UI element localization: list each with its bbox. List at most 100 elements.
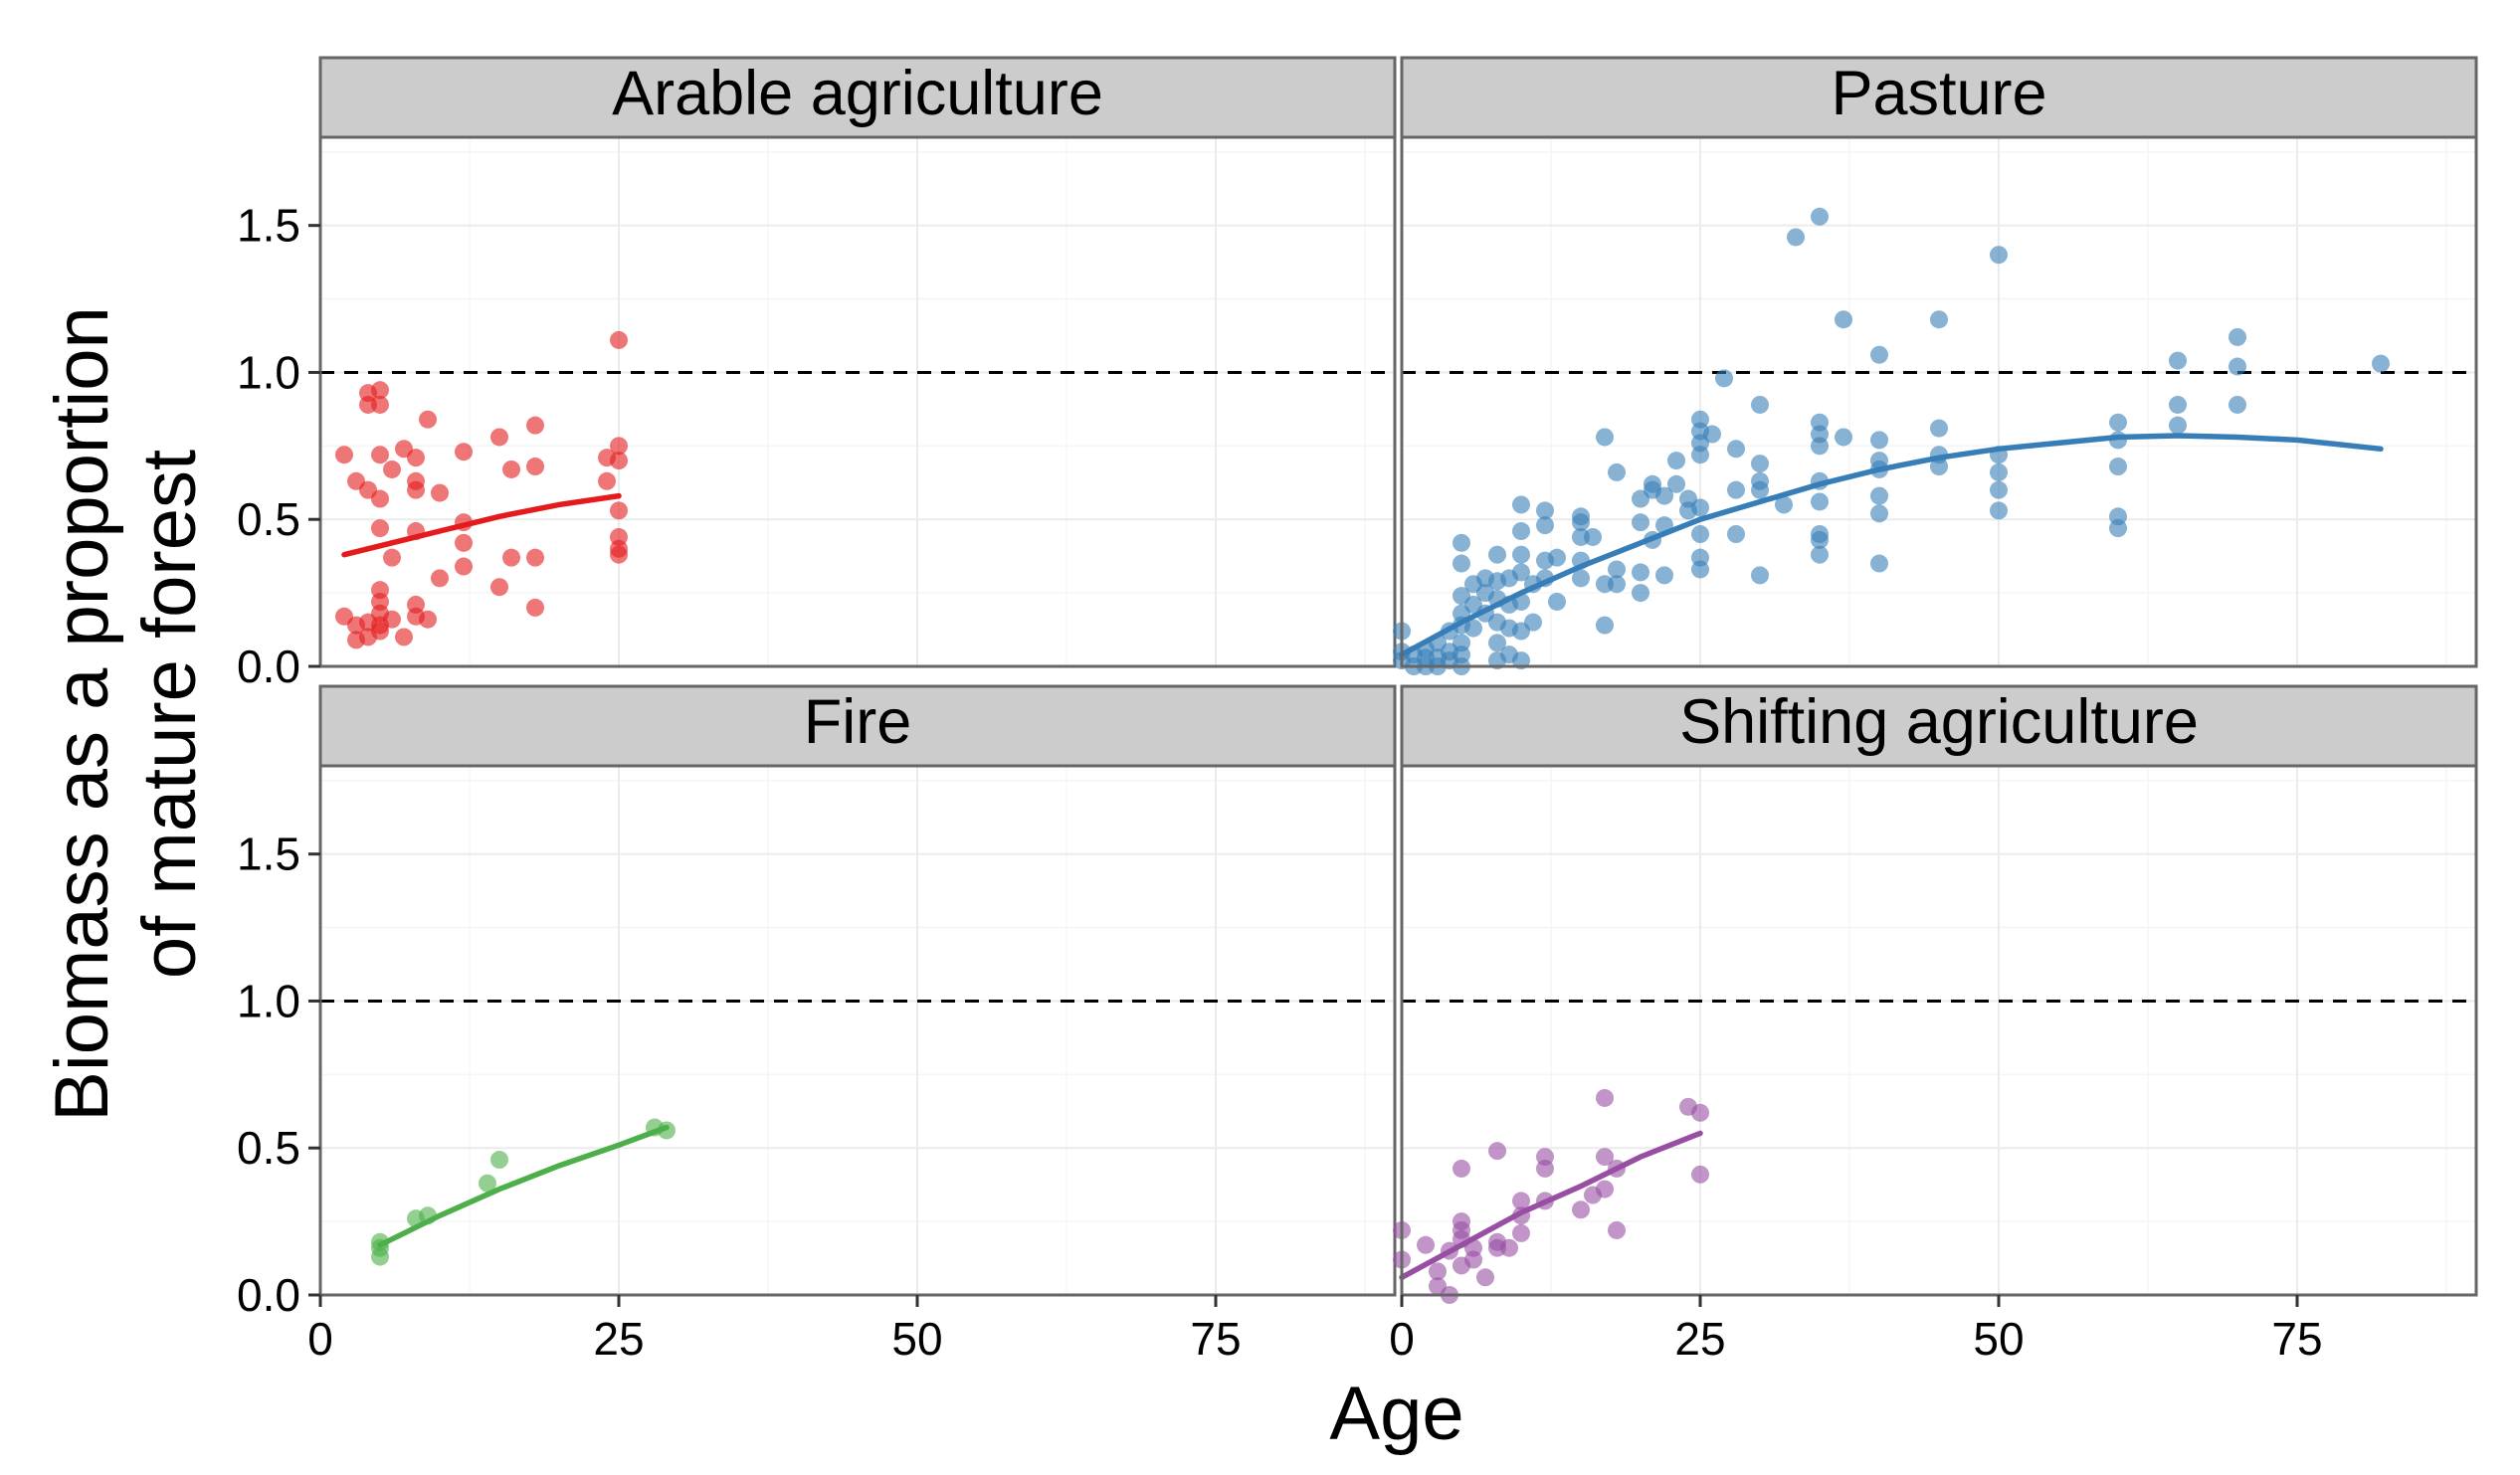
data-point <box>490 578 508 597</box>
data-point <box>610 437 628 456</box>
strip-fire <box>318 684 1397 768</box>
x-tick-label: 25 <box>593 1313 644 1365</box>
data-point <box>407 449 425 467</box>
data-point <box>1787 228 1805 247</box>
data-point <box>1608 575 1626 594</box>
points-pasture <box>1393 207 2390 675</box>
plot-background-shifting-agriculture <box>1402 766 2476 1295</box>
data-point <box>1811 207 1829 226</box>
data-point <box>1751 455 1769 473</box>
x-tick-label: 0 <box>307 1313 333 1365</box>
panel-border-shifting-agriculture <box>1400 764 2478 1297</box>
data-point <box>490 428 508 447</box>
data-point <box>1811 437 1829 456</box>
y-axis-title-line-2: of mature forest <box>127 450 212 979</box>
strip-pasture <box>1400 56 2478 139</box>
data-point <box>1751 395 1769 414</box>
x-tick-label: 75 <box>2271 1313 2322 1365</box>
strip-label-fire: Fire <box>804 687 912 757</box>
data-point <box>610 501 628 520</box>
data-point <box>1727 440 1745 459</box>
data-point <box>1930 458 1948 476</box>
panel-border-fire <box>318 764 1397 1297</box>
strip-label-shifting-agriculture: Shifting agriculture <box>1679 687 2199 757</box>
data-point <box>2372 354 2390 373</box>
data-point <box>598 471 616 490</box>
data-point <box>1990 480 2008 499</box>
data-point <box>455 443 473 461</box>
data-point <box>1811 545 1829 564</box>
data-point <box>610 452 628 470</box>
y-axis-fire: 0.0 0.5 1.0 1.5 <box>237 829 320 1321</box>
data-point <box>371 489 389 508</box>
data-point <box>1835 310 1852 329</box>
data-point <box>526 598 544 617</box>
data-point <box>419 410 437 429</box>
data-point <box>2229 395 2246 414</box>
data-point <box>371 622 389 641</box>
panel-border-arable-agriculture <box>318 135 1397 668</box>
y-axis-title: Biomass as a proportion of mature forest <box>40 306 212 1122</box>
fit-line-fire <box>377 1124 670 1248</box>
data-point <box>490 1151 508 1170</box>
data-point <box>383 610 401 629</box>
data-point <box>1572 1200 1590 1219</box>
data-point <box>1453 533 1470 552</box>
data-point <box>1870 554 1888 573</box>
y-tick-label: 0.0 <box>237 641 300 692</box>
x-tick-label: 0 <box>1389 1313 1415 1365</box>
data-point <box>1429 1262 1447 1281</box>
data-point <box>658 1121 676 1140</box>
data-point <box>455 557 473 576</box>
points-fire <box>371 1118 676 1266</box>
data-point <box>431 569 449 588</box>
data-point <box>1930 419 1948 438</box>
y-tick-label: 0.5 <box>237 493 300 545</box>
data-point <box>1990 462 2008 481</box>
plot-background-arable-agriculture <box>320 137 1395 666</box>
data-point <box>1655 566 1673 585</box>
data-point <box>371 1247 389 1266</box>
data-point <box>2109 519 2127 538</box>
data-point <box>1632 513 1649 532</box>
data-point <box>1691 446 1709 464</box>
data-point <box>1775 495 1793 514</box>
data-point <box>1512 522 1530 541</box>
data-point <box>2169 351 2187 370</box>
data-point <box>1811 492 1829 511</box>
data-point <box>1835 428 1852 447</box>
data-point <box>610 545 628 564</box>
y-tick-label: 1.0 <box>237 346 300 398</box>
data-point <box>371 381 389 400</box>
data-point <box>1453 1159 1470 1178</box>
fit-line-arable-agriculture <box>341 492 622 558</box>
data-point <box>1691 1165 1709 1184</box>
data-point <box>1536 501 1554 520</box>
data-point <box>1751 566 1769 585</box>
strip-label-arable-agriculture: Arable agriculture <box>612 59 1103 128</box>
data-point <box>1608 1220 1626 1239</box>
data-point <box>526 458 544 476</box>
data-point <box>1476 1268 1494 1287</box>
data-point <box>419 610 437 629</box>
y-tick-label: 1.5 <box>237 829 300 880</box>
data-point <box>1727 525 1745 543</box>
data-point <box>1596 1180 1614 1198</box>
data-point <box>395 628 413 646</box>
data-point <box>1930 310 1948 329</box>
data-point <box>1488 634 1506 652</box>
panel-arable-agriculture: Arable agriculture 0.0 0.5 1.0 1.5 <box>237 56 1397 692</box>
data-point <box>407 480 425 499</box>
x-axis-title: Age <box>1329 1372 1463 1456</box>
data-point <box>1703 425 1721 444</box>
x-axis-shifting-agriculture: 0 25 50 75 <box>1389 1295 2323 1365</box>
plot-background-fire <box>320 766 1395 1295</box>
y-tick-label: 0.0 <box>237 1269 300 1321</box>
x-tick-label: 50 <box>1973 1313 2024 1365</box>
data-point <box>1464 619 1482 638</box>
facet-panels: Arable agriculture 0.0 0.5 1.0 1.5 Pasture Fir… <box>237 56 2478 1365</box>
data-point <box>1512 495 1530 514</box>
data-point <box>1870 345 1888 364</box>
data-point <box>1667 452 1685 470</box>
data-point <box>1596 616 1614 635</box>
